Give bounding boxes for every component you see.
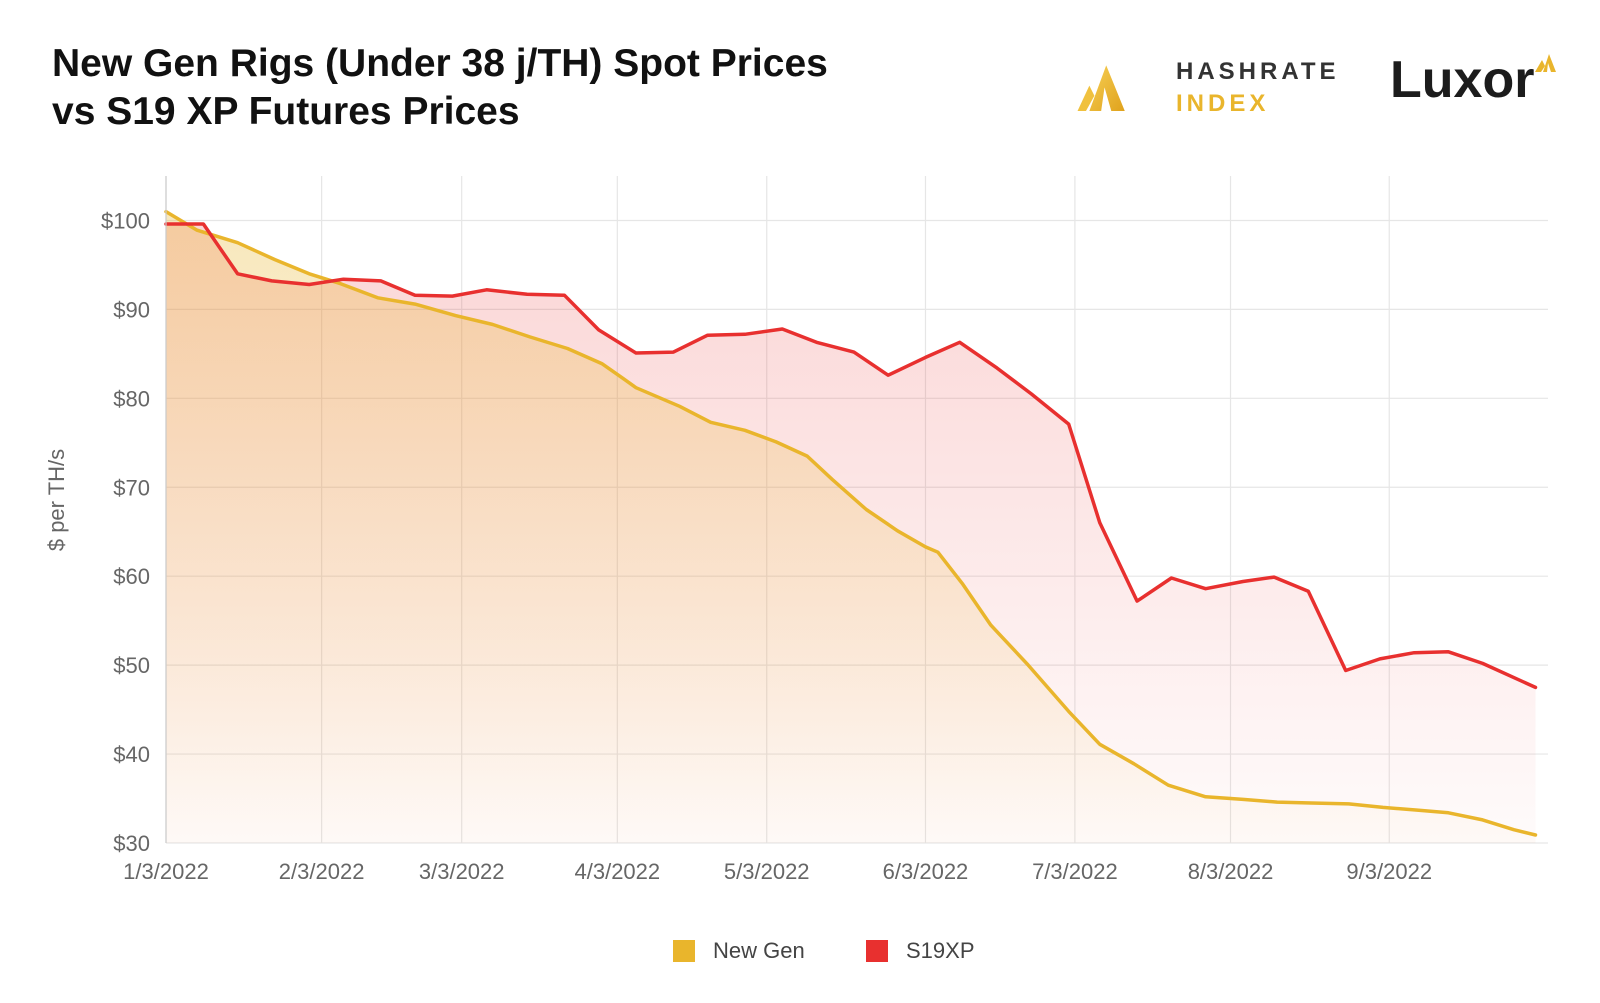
x-tick-label: 5/3/2022 (724, 859, 810, 884)
y-tick-label: $100 (101, 208, 150, 233)
y-tick-label: $80 (113, 386, 150, 411)
hashrate-logo-text: HASHRATE (1176, 58, 1340, 85)
x-tick-label: 2/3/2022 (279, 859, 365, 884)
y-tick-label: $90 (113, 297, 150, 322)
legend-new-gen[interactable]: New Gen (673, 938, 805, 964)
legend-label-s19xp: S19XP (906, 938, 975, 963)
x-tick-label: 3/3/2022 (419, 859, 505, 884)
y-tick-label: $50 (113, 653, 150, 678)
legend-swatch-new-gen (673, 940, 695, 962)
y-tick-label: $40 (113, 742, 150, 767)
x-tick-label: 8/3/2022 (1188, 859, 1274, 884)
y-tick-label: $60 (113, 564, 150, 589)
title-line-1: New Gen Rigs (Under 38 j/TH) Spot Prices (52, 42, 828, 85)
y-axis-title: $ per TH/s (44, 449, 69, 551)
line-new-gen (164, 209, 1538, 837)
chart-title: New Gen Rigs (Under 38 j/TH) Spot Prices… (52, 40, 828, 136)
luxor-logo-text: Luxor (1390, 51, 1535, 109)
line-s19xp (164, 222, 1538, 690)
index-logo-text: INDEX (1176, 90, 1270, 117)
x-tick-label: 7/3/2022 (1032, 859, 1118, 884)
y-tick-label: $70 (113, 475, 150, 500)
x-tick-label: 1/3/2022 (123, 859, 209, 884)
legend-swatch-s19xp (866, 940, 888, 962)
x-tick-label: 4/3/2022 (575, 859, 661, 884)
hashrate-index-logo-icon (1077, 65, 1125, 111)
y-tick-label: $30 (113, 831, 150, 856)
legend-label-new-gen: New Gen (713, 938, 805, 963)
title-line-2: vs S19 XP Futures Prices (52, 90, 520, 133)
area-new-gen (166, 211, 1536, 844)
luxor-mark-icon (1535, 54, 1556, 72)
x-tick-label: 6/3/2022 (883, 859, 969, 884)
legend-s19xp[interactable]: S19XP (866, 938, 975, 964)
x-tick-label: 9/3/2022 (1346, 859, 1432, 884)
